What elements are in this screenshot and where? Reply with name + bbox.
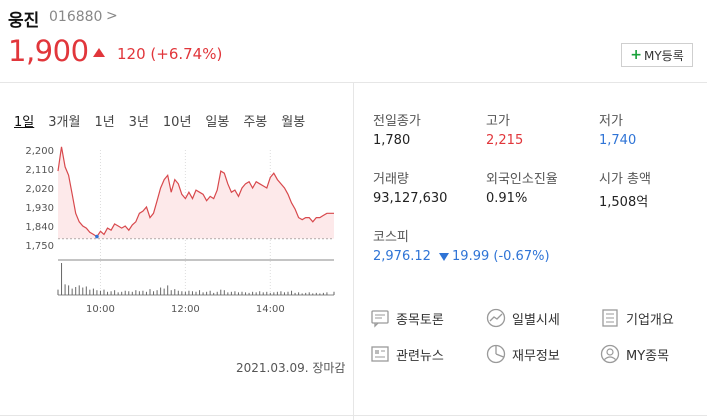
kospi-value-row: 2,976.12 19.99 (-0.67%) (373, 249, 550, 264)
current-price: 1,900 (8, 34, 89, 68)
volume-label: 거래량 (373, 172, 409, 187)
user-icon (600, 344, 620, 364)
company-overview-label: 기업개요 (626, 312, 674, 328)
market-cap-value: 1,508억 (599, 195, 649, 210)
y-tick-label: 1,930 (25, 203, 54, 214)
financial-info-link[interactable]: 재무정보 (486, 344, 560, 364)
intraday-price-chart[interactable]: 2,200 2,110 2,020 1,930 1,840 1,750 10:00 12:0… (16, 142, 338, 317)
low-value: 1,740 (599, 133, 637, 148)
up-arrow-icon (93, 48, 105, 57)
stock-discussion-label: 종목토론 (396, 312, 444, 328)
tab-3month[interactable]: 3개월 (48, 115, 81, 130)
financial-info-label: 재무정보 (512, 348, 560, 364)
x-tick-label: 14:00 (256, 304, 285, 315)
tab-monthly-candle[interactable]: 월봉 (281, 115, 306, 130)
price-area (58, 146, 334, 239)
pie-chart-icon (486, 344, 506, 364)
trend-chart-icon (486, 308, 506, 328)
chat-icon (371, 310, 389, 328)
stock-code[interactable]: 016880 (49, 9, 103, 25)
tab-3year[interactable]: 3년 (128, 115, 149, 130)
my-stocks-label: MY종목 (626, 348, 670, 364)
plus-icon: + (630, 47, 642, 63)
foreign-ownership-value: 0.91% (486, 191, 528, 206)
y-tick-label: 2,020 (25, 184, 54, 195)
high-stat: 고가 2,215 (486, 110, 523, 148)
market-cap-stat: 시가 총액 1,508억 (599, 168, 651, 210)
document-list-icon (602, 309, 618, 327)
volume-stat: 거래량 93,127,630 (373, 168, 447, 206)
tab-1day[interactable]: 1일 (14, 115, 35, 130)
price-change: 120 (+6.74%) (117, 45, 223, 63)
high-value: 2,215 (486, 133, 524, 148)
divider (353, 83, 354, 420)
divider (0, 415, 707, 416)
tab-daily-candle[interactable]: 일봉 (205, 115, 230, 130)
kospi-label: 코스피 (373, 230, 409, 245)
tab-1year[interactable]: 1년 (94, 115, 115, 130)
y-tick-label: 2,200 (25, 146, 54, 157)
foreign-ownership-label: 외국인소진율 (486, 172, 558, 187)
related-news-label: 관련뉴스 (396, 348, 444, 364)
stock-discussion-link[interactable]: 종목토론 (370, 308, 444, 328)
daily-quotes-label: 일별시세 (512, 312, 560, 328)
kospi-change: 19.99 (-0.67%) (452, 249, 550, 264)
price-line (57, 146, 334, 238)
market-close-date: 2021.03.09. 장마감 (236, 361, 346, 375)
y-tick-label: 1,840 (25, 222, 54, 233)
volume-value: 93,127,630 (373, 191, 448, 206)
x-tick-label: 10:00 (86, 304, 115, 315)
market-cap-label: 시가 총액 (599, 172, 651, 187)
chevron-right-icon[interactable]: > (106, 8, 118, 24)
low-stat: 저가 1,740 (599, 110, 636, 148)
kospi-stat[interactable]: 코스피 2,976.12 19.99 (-0.67%) (373, 226, 550, 264)
y-tick-label: 1,750 (25, 241, 54, 252)
add-to-my-stocks-button[interactable]: + MY등록 (621, 43, 693, 67)
my-stocks-link[interactable]: MY종목 (600, 344, 669, 364)
company-overview-link[interactable]: 기업개요 (600, 308, 674, 328)
prev-close-stat: 전일종가 1,780 (373, 110, 421, 148)
prev-close-value: 1,780 (373, 133, 411, 148)
foreign-ownership-stat: 외국인소진율 0.91% (486, 168, 558, 206)
news-icon (371, 346, 389, 362)
low-point-marker (95, 234, 99, 239)
related-news-link[interactable]: 관련뉴스 (370, 344, 444, 364)
x-tick-label: 12:00 (171, 304, 200, 315)
period-tabs: 1일 3개월 1년 3년 10년 일봉 주봉 월봉 (14, 111, 319, 130)
y-tick-label: 2,110 (25, 165, 54, 176)
high-label: 고가 (486, 114, 510, 129)
low-label: 저가 (599, 114, 623, 129)
tab-10year[interactable]: 10년 (162, 115, 192, 130)
prev-close-label: 전일종가 (373, 114, 421, 129)
tab-weekly-candle[interactable]: 주봉 (243, 115, 268, 130)
down-arrow-icon (439, 252, 450, 261)
kospi-value: 2,976.12 (373, 249, 431, 264)
stock-name[interactable]: 웅진 (8, 11, 40, 31)
divider (0, 82, 707, 83)
daily-quotes-link[interactable]: 일별시세 (486, 308, 560, 328)
my-button-label: MY등록 (643, 48, 684, 63)
